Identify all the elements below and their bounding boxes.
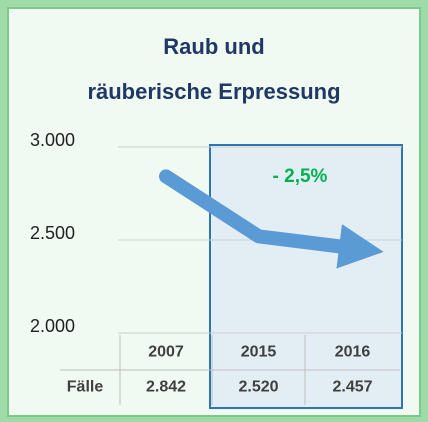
x-tick-label: 2015 (241, 344, 277, 361)
data-label: 2.520 (238, 379, 278, 396)
row-label: Fälle (67, 379, 104, 396)
y-tick-label: 3.000 (30, 130, 75, 150)
y-tick-label: 2.000 (30, 316, 75, 336)
annotation: - 2,5% (273, 166, 328, 187)
data-label: 2.842 (146, 379, 186, 396)
y-tick-label: 2.500 (30, 223, 75, 243)
chart-title: räuberische Erpressung (87, 79, 340, 104)
data-label: 2.457 (332, 379, 372, 396)
x-tick-label: 2016 (335, 344, 371, 361)
trend-arrow (159, 169, 384, 269)
highlight-box (209, 144, 403, 409)
x-tick-label: 2007 (148, 344, 184, 361)
chart-title: Raub und (163, 34, 264, 59)
